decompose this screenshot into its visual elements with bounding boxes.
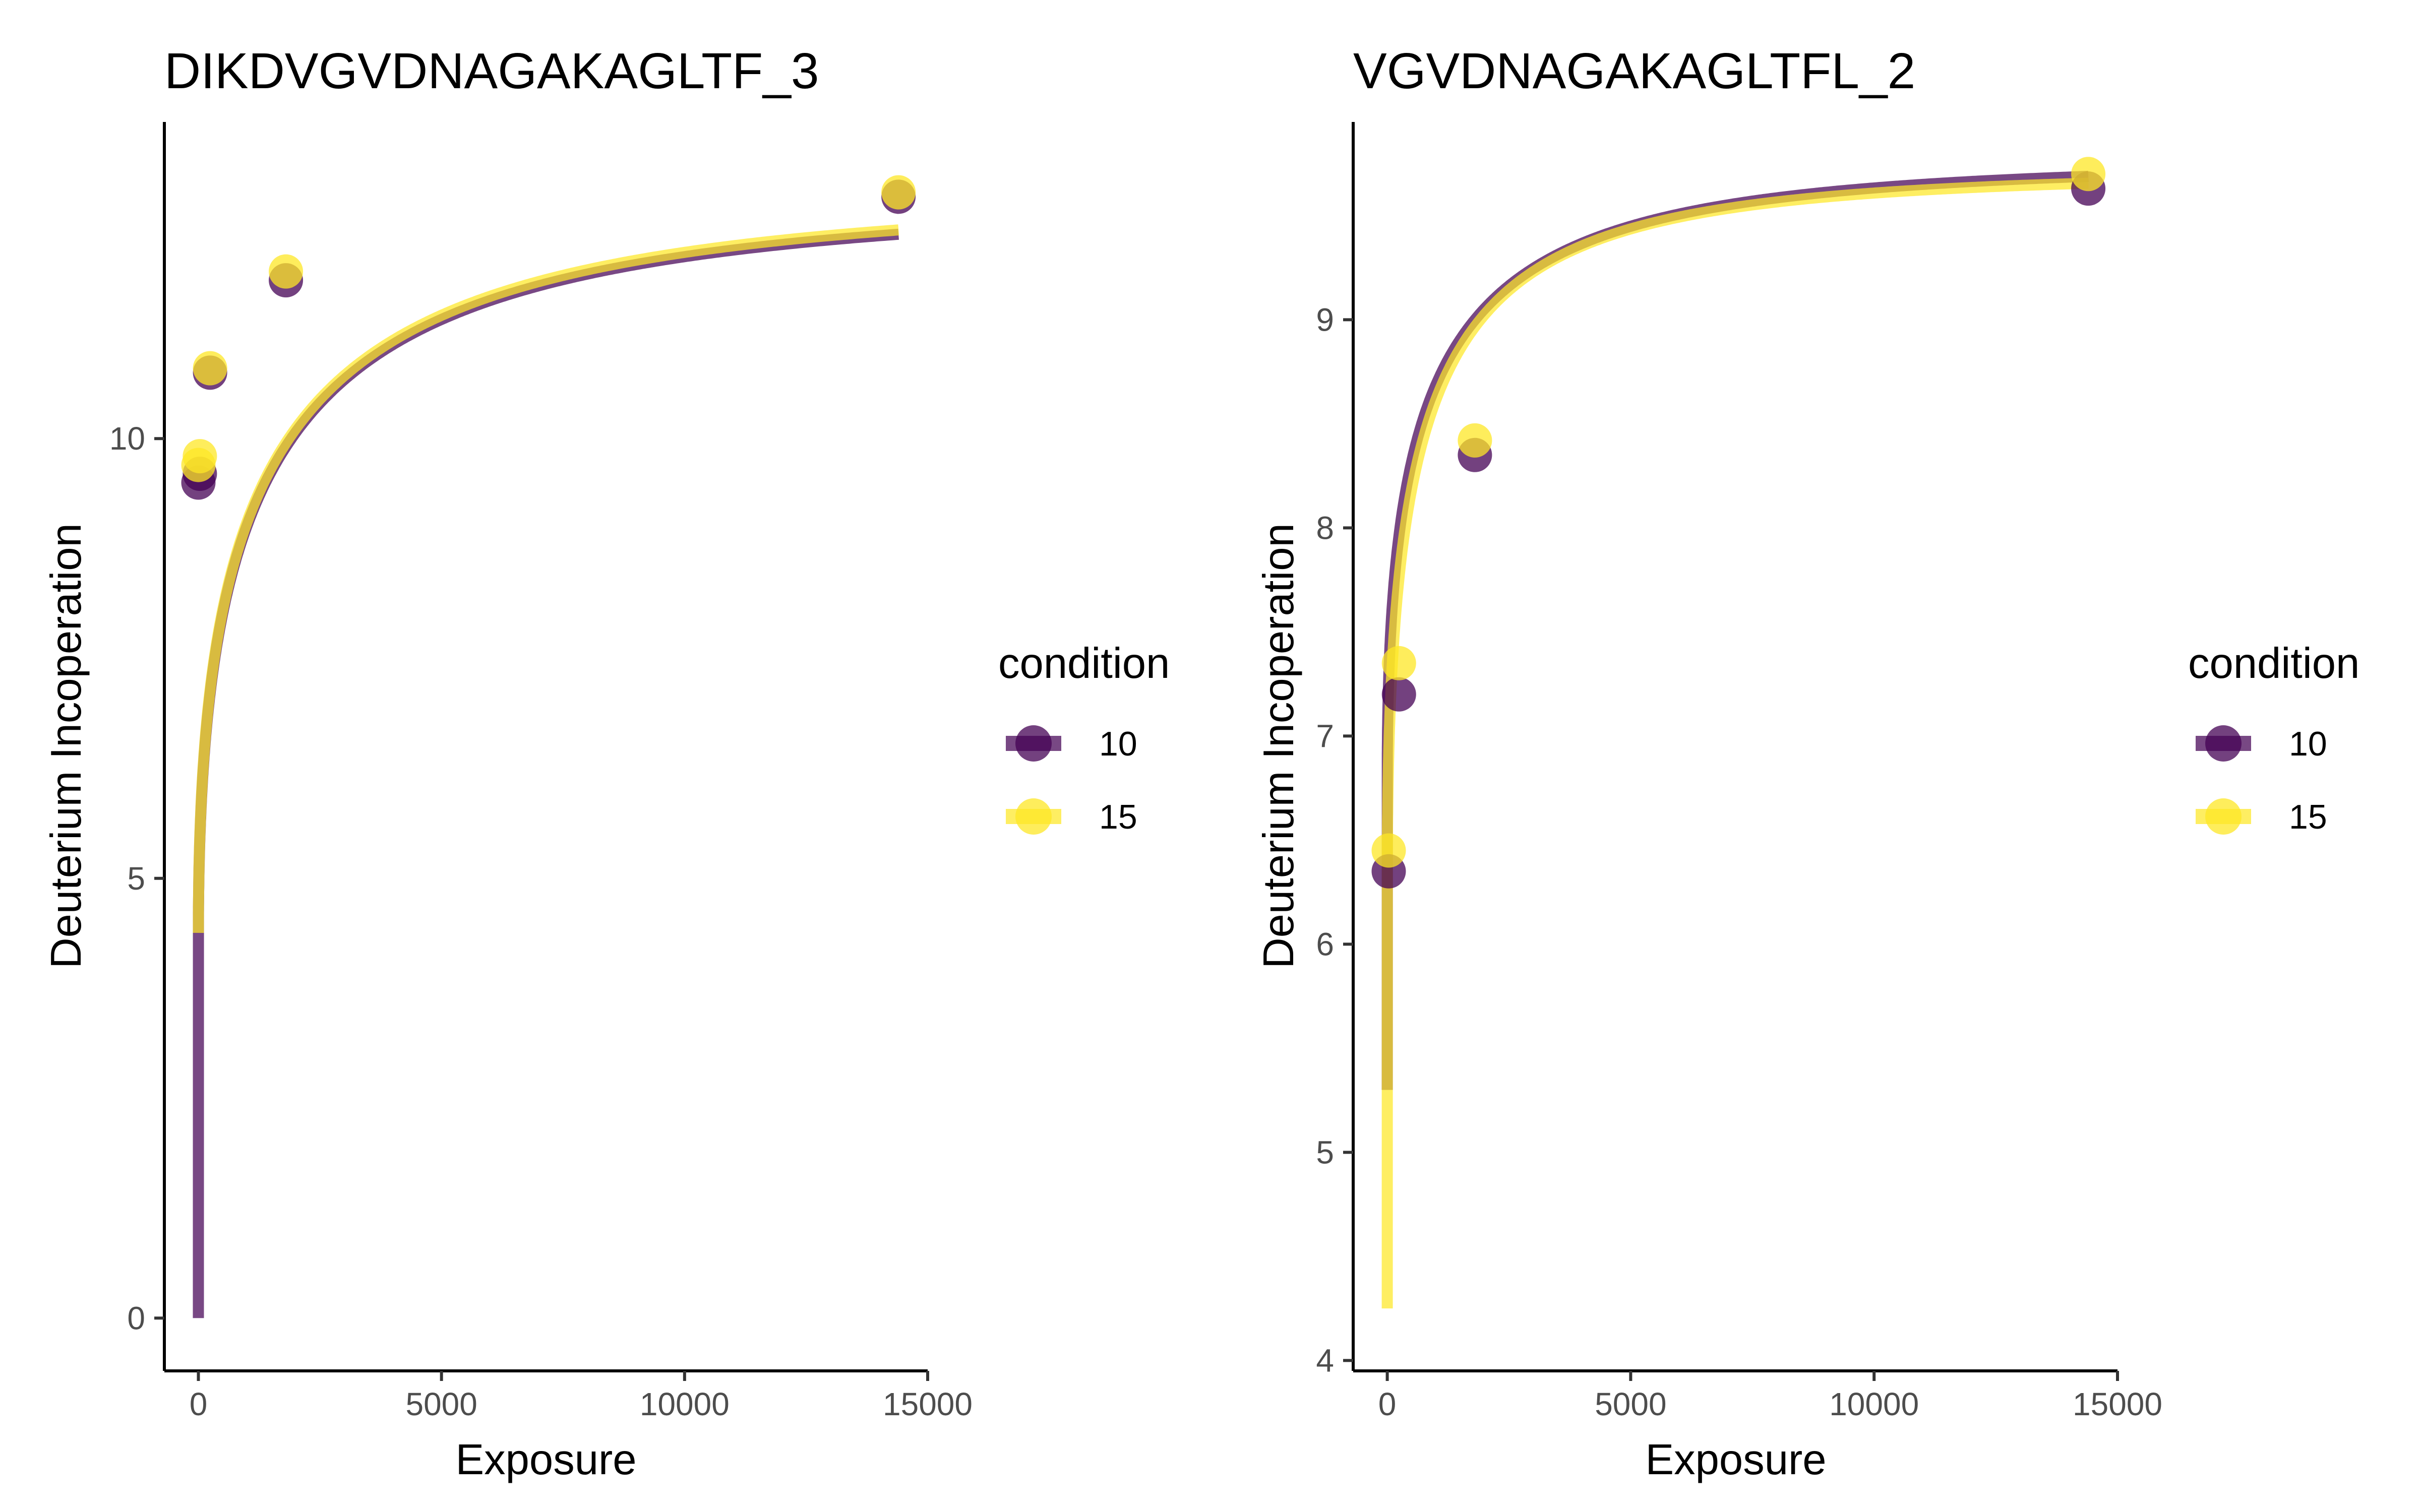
- panel-1-plot-area: [181, 175, 916, 1318]
- legend-key-point-10: [1015, 725, 1052, 762]
- panel-2-y-axis-title: Deuterium Incoperation: [1255, 523, 1303, 969]
- panel-2-legend: condition 10 15: [2188, 640, 2360, 836]
- data-point-15: [881, 175, 916, 210]
- x-tick-label: 15000: [2073, 1386, 2162, 1422]
- panel-1-title: DIKDVGVDNAGAKAGLTF_3: [164, 43, 819, 99]
- panel-1-legend-title: condition: [998, 640, 1170, 687]
- panel-2-legend-title: condition: [2188, 640, 2360, 687]
- x-tick-label: 0: [1378, 1386, 1397, 1422]
- legend-label-15: 15: [2289, 798, 2327, 836]
- panel-1-y-axis-title: Deuterium Incoperation: [42, 523, 90, 969]
- panel-1-legend-keys: 10 15: [1006, 725, 1137, 836]
- legend-label-10: 10: [2289, 725, 2327, 763]
- panel-2-x-axis-title: Exposure: [1645, 1436, 1826, 1484]
- y-tick-label: 7: [1316, 718, 1334, 754]
- panel-2: VGVDNAGAKAGLTFL_2 0 5000 10000 15000456789 …: [1255, 43, 2360, 1484]
- fit-line-15: [193, 224, 901, 933]
- y-tick-label: 10: [109, 420, 145, 457]
- legend-key-point-10: [2205, 725, 2242, 762]
- x-tick-label: 15000: [883, 1386, 973, 1422]
- y-tick-label: 4: [1316, 1342, 1334, 1378]
- legend-label-15: 15: [1099, 798, 1137, 836]
- data-point-15: [193, 351, 227, 386]
- panel-1-legend: condition 10 15: [998, 640, 1170, 836]
- data-point-15: [183, 439, 217, 474]
- x-tick-label: 10000: [1829, 1386, 1919, 1422]
- data-point-15: [1371, 833, 1406, 868]
- panel-1-x-axis-title: Exposure: [455, 1436, 636, 1484]
- legend-key-point-15: [1015, 798, 1052, 835]
- y-tick-label: 0: [127, 1300, 145, 1336]
- x-tick-label: 5000: [405, 1386, 477, 1422]
- panel-2-legend-keys: 10 15: [2196, 725, 2327, 836]
- data-point-15: [1458, 423, 1492, 458]
- data-point-15: [269, 254, 304, 289]
- y-tick-label: 9: [1316, 301, 1334, 338]
- y-tick-label: 6: [1316, 926, 1334, 962]
- data-point-15: [1381, 646, 1416, 680]
- fit-line-10: [193, 228, 901, 1318]
- fit-line-15: [1381, 177, 2091, 1309]
- data-point-15: [2071, 157, 2106, 192]
- x-tick-label: 0: [190, 1386, 208, 1422]
- x-tick-label: 10000: [640, 1386, 730, 1422]
- panel-2-title: VGVDNAGAKAGLTFL_2: [1353, 43, 1915, 99]
- data-point-10: [1381, 677, 1416, 712]
- y-tick-label: 5: [127, 860, 145, 897]
- y-tick-label: 8: [1316, 510, 1334, 546]
- legend-key-point-15: [2205, 798, 2242, 835]
- y-tick-label: 5: [1316, 1134, 1334, 1170]
- panel-2-ticks: 0 5000 10000 15000 4 5 6 7 8 9: [1316, 301, 2162, 1422]
- panel-1-ticks: 0 5000 10000 15000 0 5 10: [109, 420, 973, 1422]
- legend-label-10: 10: [1099, 725, 1137, 763]
- panel-2-plot-area: [1371, 157, 2106, 1309]
- x-tick-label: 5000: [1595, 1386, 1666, 1422]
- panel-1: DIKDVGVDNAGAKAGLTF_3 0 5000 10000 15000 0 5 10…: [42, 43, 1170, 1484]
